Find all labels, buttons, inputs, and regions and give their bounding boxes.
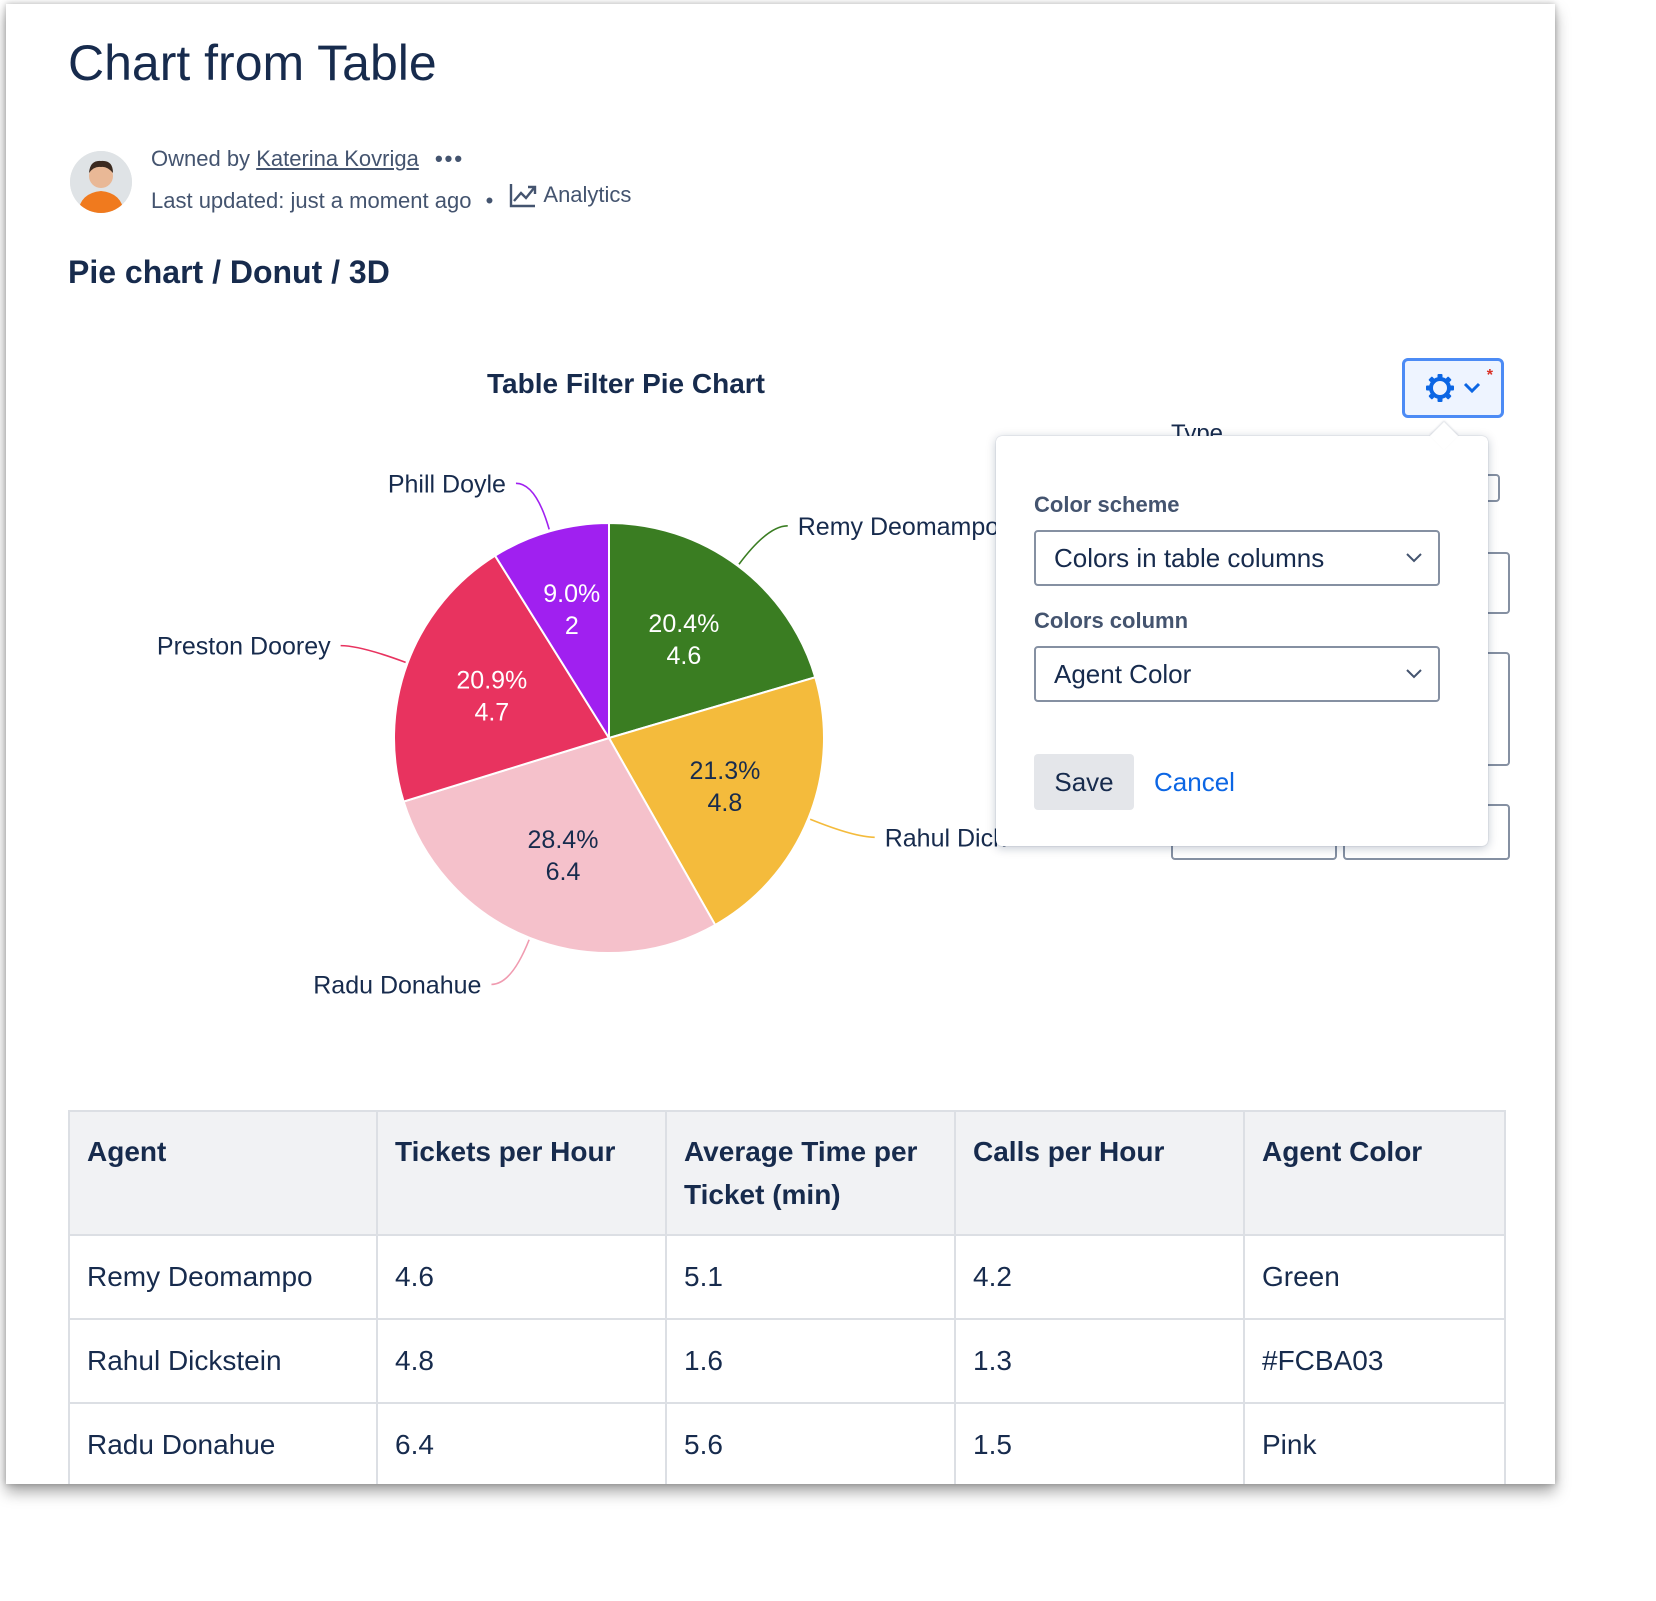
table-cell: 6.4 [376,1402,667,1484]
slice-percent-label: 9.0% [543,580,600,608]
chevron-down-icon [1463,382,1481,394]
slice-outer-label: Phill Doyle [388,470,506,498]
slice-percent-label: 28.4% [528,826,599,854]
color-settings-popover: Color scheme Colors in table columns Col… [996,421,1488,846]
pie-slice [393,554,611,803]
analytics-icon [510,184,537,208]
last-updated-line: Last updated: just a moment ago • Analyt… [151,182,631,214]
chart-settings-button[interactable]: * [1402,358,1504,418]
slice-value-label: 4.6 [666,642,701,670]
table-cell: 4.8 [376,1318,667,1404]
table-cell: Remy Deomampo [68,1234,378,1320]
analytics-link[interactable]: Analytics [509,182,631,208]
slice-value-label: 4.8 [708,789,743,817]
colors-column-label: Colors column [1034,608,1189,633]
column-header[interactable]: Average Time per Ticket (min) [665,1110,956,1236]
table-cell: 1.5 [954,1402,1245,1484]
leader-line [340,644,406,664]
owner-link[interactable]: Katerina Kovriga [256,146,419,171]
table-cell: 1.6 [665,1318,956,1404]
table-cell: Radu Donahue [68,1402,378,1484]
color-scheme-label: Color scheme [1034,492,1180,517]
table-row: Radu Donahue 6.4 5.6 1.5 Pink [68,1402,1506,1484]
slice-percent-label: 21.3% [689,757,760,785]
agents-table: Agent Tickets per Hour Average Time per … [68,1110,1506,1484]
table-cell: 5.1 [665,1234,956,1320]
column-header[interactable]: Calls per Hour [954,1110,1245,1236]
column-header[interactable]: Agent Color [1243,1110,1506,1236]
last-updated-text: Last updated: just a moment ago [151,188,472,213]
leader-line [491,939,530,986]
table-cell: Pink [1243,1402,1506,1484]
table-row: Remy Deomampo 4.6 5.1 4.2 Green [68,1234,1506,1320]
avatar[interactable] [70,151,132,213]
cancel-button[interactable]: Cancel [1154,767,1235,797]
column-header[interactable]: Tickets per Hour [376,1110,667,1236]
colors-column-select[interactable]: Agent Color [1034,646,1440,702]
separator-dot: • [485,188,494,213]
section-title: Pie chart / Donut / 3D [68,254,390,290]
slice-value-label: 4.7 [474,698,509,726]
owned-by-prefix: Owned by [151,146,251,171]
unsaved-marker: * [1486,367,1493,384]
page-title: Chart from Table [68,35,437,91]
color-scheme-select[interactable]: Colors in table columns [1034,530,1440,586]
slice-outer-label: Preston Doorey [157,633,331,661]
owner-line: Owned by Katerina Kovriga ••• [151,146,464,172]
table-cell: Green [1243,1234,1506,1320]
slice-value-label: 6.4 [546,858,581,886]
slice-value-label: 2 [565,612,579,640]
slice-outer-label: Radu Donahue [313,971,481,999]
table-cell: #FCBA03 [1243,1318,1506,1404]
leader-line [738,525,788,565]
table-cell: 4.2 [954,1234,1245,1320]
chevron-down-icon [1406,553,1422,563]
color-scheme-value: Colors in table columns [1054,542,1325,573]
slice-percent-label: 20.4% [648,610,719,638]
leader-line [515,482,550,530]
slice-percent-label: 20.9% [456,666,527,694]
analytics-label: Analytics [543,182,632,207]
table-cell: 1.3 [954,1318,1245,1404]
table-row: Rahul Dickstein 4.8 1.6 1.3 #FCBA03 [68,1318,1506,1404]
column-header[interactable]: Agent [68,1110,378,1236]
table-cell: 5.6 [665,1402,956,1484]
pie-slice [607,676,825,927]
leader-line [809,818,875,839]
pie-slice [402,736,717,954]
save-button[interactable]: Save [1034,754,1134,810]
gear-icon [1426,374,1454,402]
pie-slice [493,521,610,742]
pie-slice [608,521,817,740]
table-cell: Rahul Dickstein [68,1318,378,1404]
slice-outer-label: Rahul Dick [885,824,1006,852]
chart-title: Table Filter Pie Chart [487,368,765,399]
pie-chart: 20.4% 4.6 Remy Deomampo 21.3% 4.8 Rahul Dick 2… [157,470,1006,999]
more-actions-icon[interactable]: ••• [434,146,465,171]
table-cell: 4.6 [376,1234,667,1320]
table-header-row: Agent Tickets per Hour Average Time per … [68,1110,1506,1236]
chevron-down-icon [1406,669,1422,679]
page-frame: Chart from Table Owned by Katerina Kovri… [6,4,1555,1484]
slice-outer-label: Remy Deomampo [798,513,999,541]
colors-column-value: Agent Color [1054,658,1192,689]
